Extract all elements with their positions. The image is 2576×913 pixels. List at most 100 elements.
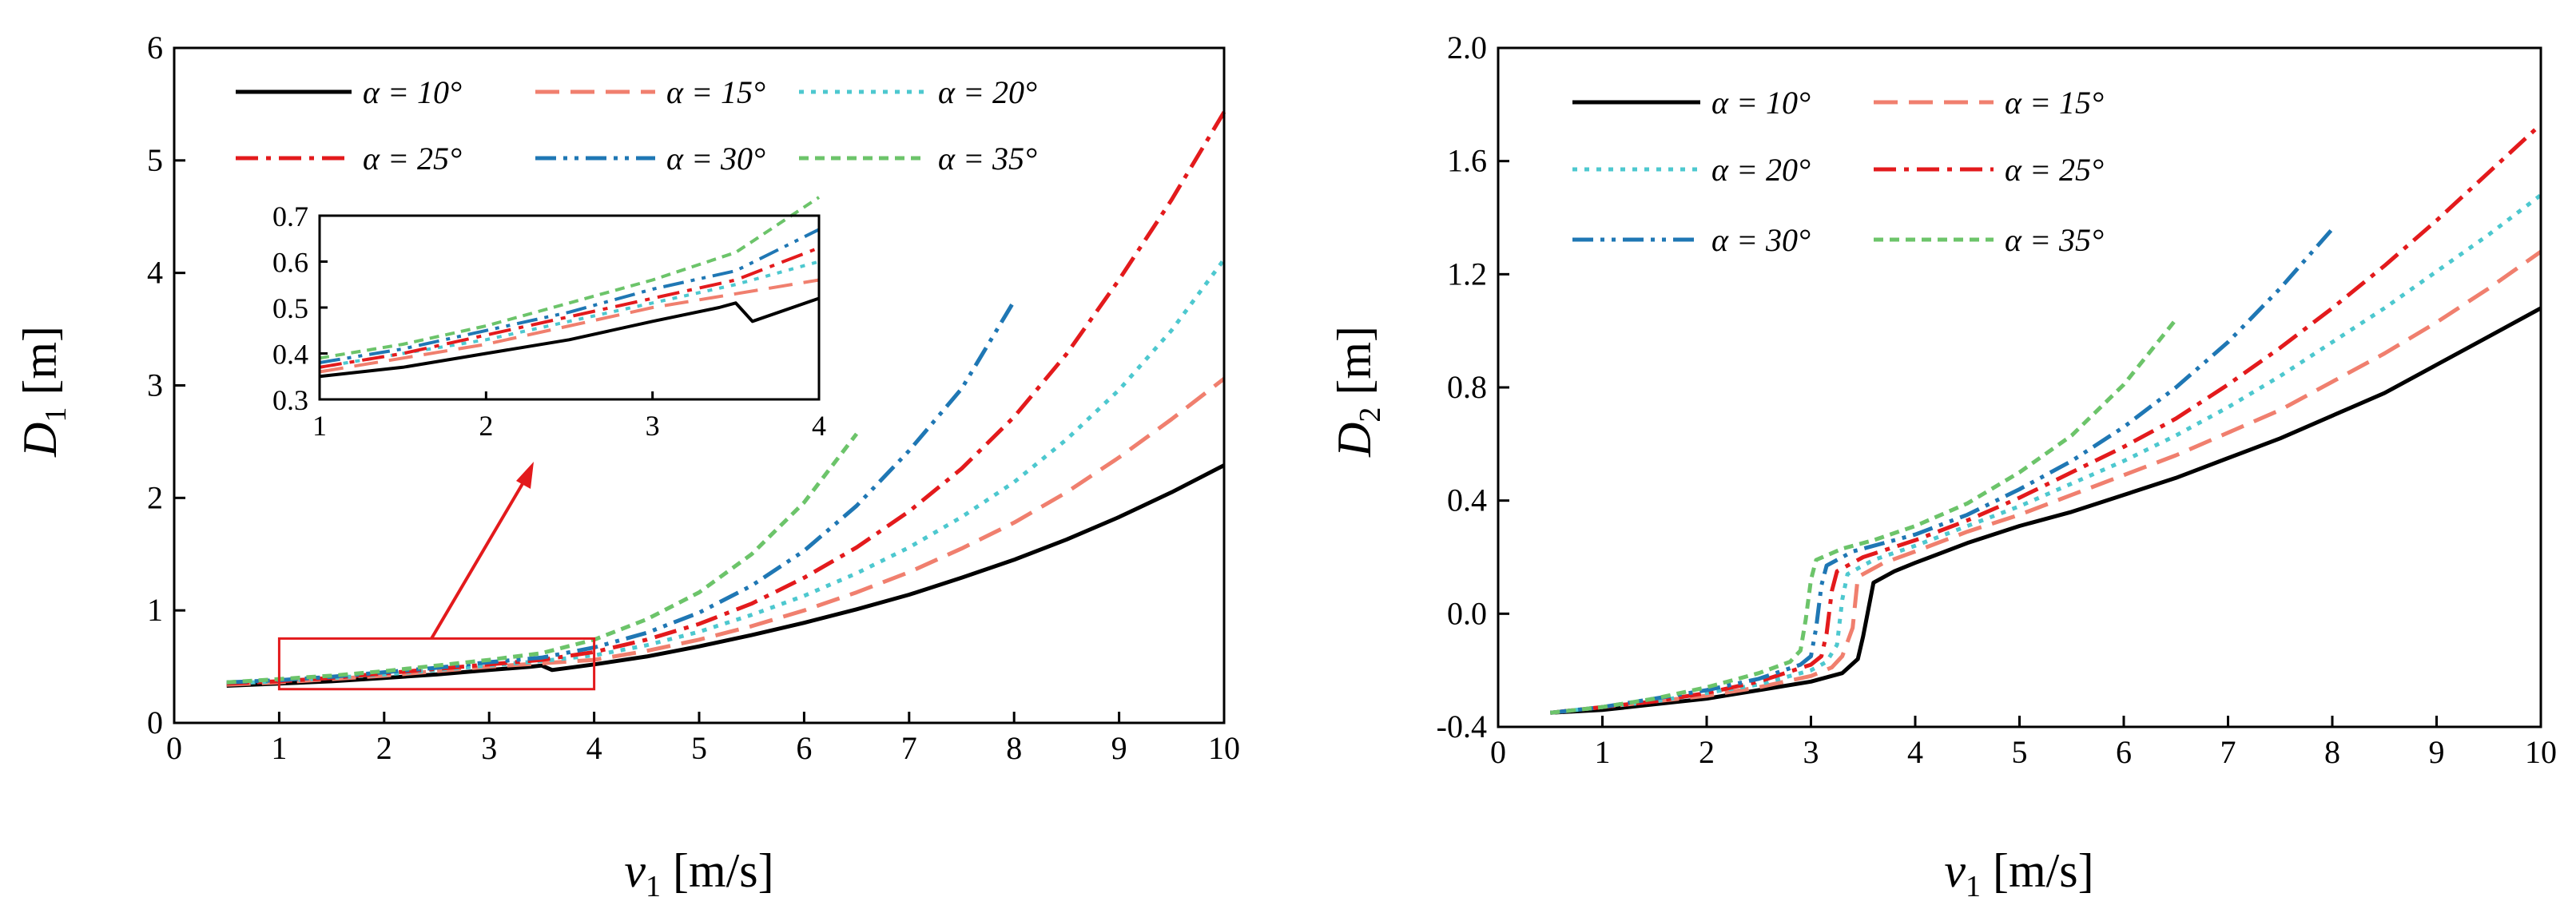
left-inset-chart: 1 2 3 4 0.3 0.4 0.5 0.6 0.7 xyxy=(272,196,826,442)
left-series-2 xyxy=(226,377,1226,687)
right-x-axis-title: v1 [m/s] xyxy=(1944,844,2093,903)
left-ytick-label: 1 xyxy=(147,592,163,628)
left-ytick-label: 5 xyxy=(147,142,163,178)
inset-axis-ticks: 1 2 3 4 0.3 0.4 0.5 0.6 0.7 xyxy=(272,200,826,442)
left-ylabel-var: D xyxy=(14,423,66,458)
right-ytick-label: 0.0 xyxy=(1447,595,1487,631)
left-legend-label: α = 25° xyxy=(363,141,462,177)
left-xtick-label: 3 xyxy=(481,730,497,766)
left-series-lines xyxy=(226,111,1226,688)
inset-xtick-label: 2 xyxy=(479,410,493,442)
inset-series-6 xyxy=(319,196,821,360)
inset-series-lines xyxy=(319,196,821,379)
right-series-1 xyxy=(1550,306,2542,715)
right-ytick-label: 2.0 xyxy=(1447,30,1487,65)
right-legend-item: α = 10° xyxy=(1572,85,1811,121)
right-legend-label: α = 30° xyxy=(1711,222,1811,258)
left-legend-item: α = 10° xyxy=(236,74,462,110)
right-legend-item: α = 35° xyxy=(1874,222,2104,258)
inset-xtick-label: 4 xyxy=(812,410,826,442)
left-legend-label: α = 35° xyxy=(938,141,1037,177)
left-xtick-label: 8 xyxy=(1006,730,1022,766)
left-series-6 xyxy=(226,432,859,685)
right-ytick-label: -0.4 xyxy=(1437,709,1487,744)
right-series-lines xyxy=(1550,122,2542,715)
left-xlabel-var: v xyxy=(624,844,646,897)
inset-ytick-label: 0.3 xyxy=(272,384,308,416)
left-xtick-label: 0 xyxy=(166,730,182,766)
left-zoom-box xyxy=(277,637,596,691)
left-xtick-label: 5 xyxy=(691,730,707,766)
right-axis-ticks: 0 1 2 3 4 5 6 7 8 9 10 -0.4 0.0 0.4 0.8 1.2 1.6 2.0 xyxy=(1437,30,2557,770)
left-series-3 xyxy=(226,258,1226,686)
left-xtick-label: 6 xyxy=(796,730,812,766)
right-legend-item: α = 25° xyxy=(1874,152,2104,188)
right-y-axis-title: D2 [m] xyxy=(1328,326,1387,458)
left-ylabel-sub: 1 xyxy=(39,407,73,423)
left-legend-label: α = 10° xyxy=(363,74,462,110)
right-ylabel-var: D xyxy=(1328,423,1381,458)
right-legend-item: α = 30° xyxy=(1572,222,1811,258)
left-legend-label: α = 20° xyxy=(938,74,1037,110)
right-legend-label: α = 35° xyxy=(2005,222,2104,258)
right-chart: 0 1 2 3 4 5 6 7 8 9 10 -0.4 0.0 0.4 0.8 1.2 1.6 2.0 α = 1… xyxy=(1328,30,2557,903)
inset-series-2 xyxy=(319,278,820,374)
left-ytick-label: 6 xyxy=(147,30,163,65)
right-xtick-label: 0 xyxy=(1490,734,1506,770)
inset-series-5 xyxy=(319,228,820,364)
inset-ytick-label: 0.5 xyxy=(272,292,308,324)
right-xtick-label: 3 xyxy=(1803,734,1819,770)
left-ylabel-unit: [m] xyxy=(14,326,66,407)
right-xtick-label: 2 xyxy=(1699,734,1715,770)
left-xlabel-sub: 1 xyxy=(646,870,661,903)
left-ytick-label: 4 xyxy=(147,255,163,291)
inset-xtick-label: 1 xyxy=(312,410,327,442)
left-y-axis-title: D1 [m] xyxy=(14,326,73,458)
left-legend-item: α = 35° xyxy=(799,141,1037,177)
right-legend-label: α = 25° xyxy=(2005,152,2104,188)
left-series-4 xyxy=(226,111,1226,686)
left-axis-ticks: 0 1 2 3 4 5 6 7 8 9 10 0 1 2 3 4 5 6 xyxy=(147,30,1240,766)
left-legend-label: α = 15° xyxy=(666,74,765,110)
right-ylabel-unit: [m] xyxy=(1328,326,1381,407)
left-ytick-label: 0 xyxy=(147,705,163,740)
left-xtick-label: 2 xyxy=(376,730,392,766)
left-legend-item: α = 15° xyxy=(535,74,765,110)
right-legend-item: α = 15° xyxy=(1874,85,2104,121)
left-series-1 xyxy=(226,463,1226,688)
left-xtick-label: 1 xyxy=(271,730,287,766)
inset-ytick-label: 0.4 xyxy=(272,339,308,371)
right-xtick-label: 4 xyxy=(1907,734,1923,770)
inset-series-3 xyxy=(319,260,820,369)
right-legend-item: α = 20° xyxy=(1572,152,1811,188)
right-series-3 xyxy=(1550,193,2542,715)
right-xtick-label: 8 xyxy=(2324,734,2340,770)
right-legend-label: α = 15° xyxy=(2005,85,2104,121)
right-series-2 xyxy=(1550,249,2542,715)
right-legend-label: α = 20° xyxy=(1711,152,1811,188)
right-xtick-label: 10 xyxy=(2525,734,2557,770)
left-xtick-label: 9 xyxy=(1111,730,1127,766)
left-legend-item: α = 25° xyxy=(236,141,462,177)
left-legend-item: α = 30° xyxy=(535,141,765,177)
right-xlabel-var: v xyxy=(1944,844,1966,897)
right-ytick-label: 1.6 xyxy=(1447,143,1487,179)
left-xlabel-unit: [m/s] xyxy=(661,844,774,897)
right-plot-frame xyxy=(1497,46,2542,728)
inset-series-1 xyxy=(319,296,820,379)
left-ytick-label: 2 xyxy=(147,479,163,515)
right-ytick-label: 0.4 xyxy=(1447,482,1487,518)
right-xtick-label: 1 xyxy=(1595,734,1611,770)
right-xlabel-unit: [m/s] xyxy=(1981,844,2094,897)
inset-ytick-label: 0.6 xyxy=(272,247,308,279)
left-legend-item: α = 20° xyxy=(799,74,1037,110)
left-x-axis-title: v1 [m/s] xyxy=(624,844,773,903)
right-xlabel-sub: 1 xyxy=(1966,870,1981,903)
inset-background xyxy=(320,216,819,399)
left-xtick-label: 7 xyxy=(901,730,917,766)
right-series-5 xyxy=(1550,228,2334,715)
inset-xtick-label: 3 xyxy=(646,410,660,442)
left-ytick-label: 3 xyxy=(147,367,163,403)
right-xtick-label: 9 xyxy=(2429,734,2445,770)
